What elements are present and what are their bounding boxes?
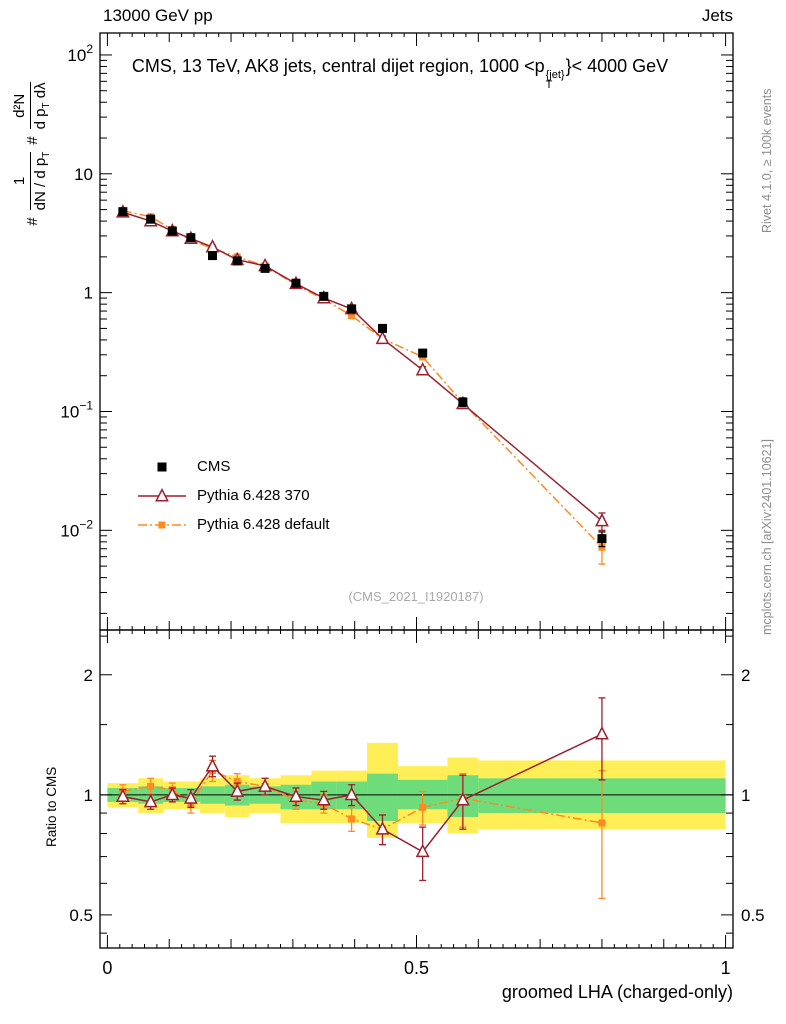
svg-text:1: 1: [741, 786, 750, 805]
pythia-370-marker-icon: [138, 487, 186, 501]
svg-text:2: 2: [741, 666, 750, 685]
rivet-version-label: Rivet 4.1.0, ≥ 100k events: [760, 88, 774, 233]
analysis-id-watermark: (CMS_2021_I1920187): [348, 589, 484, 604]
legend-label: Pythia 6.428 default: [197, 516, 330, 533]
svg-text:0.5: 0.5: [69, 906, 93, 925]
pythia-default-marker-icon: [138, 521, 186, 528]
legend-item-pythia-370: Pythia 6.428 370: [136, 481, 330, 510]
svg-text:1: 1: [721, 958, 731, 978]
x-axis-label: groomed LHA (charged-only): [501, 982, 733, 1002]
svg-text:10: 10: [74, 165, 93, 184]
svg-text:0: 0: [102, 958, 112, 978]
ylabel-fraction-2: d²N d pT dλ: [11, 82, 52, 130]
tick-labels: 102 10 1 10−1 10−2 2 2 1 1 0.5 0.5 0 0.5 1: [60, 42, 764, 978]
legend-label: Pythia 6.428 370: [197, 487, 310, 504]
ylabel-hash-2: #: [23, 136, 41, 145]
svg-text:1: 1: [84, 786, 93, 805]
cms-marker-icon: [157, 462, 167, 471]
title-prefix: CMS, 13 TeV, AK8 jets, central dijet reg…: [131, 56, 545, 76]
legend-item-cms: CMS: [136, 452, 330, 481]
ylabel-fraction-1: 1 dN / d pT: [11, 151, 52, 211]
svg-text:1: 1: [84, 284, 93, 303]
analysis-group-label: Jets: [701, 6, 733, 25]
plot-title: CMS, 13 TeV, AK8 jets, central dijet reg…: [30, 56, 770, 91]
svg-text:0.5: 0.5: [404, 958, 429, 978]
y-axis-label: # 1 dN / d pT # d²N d pT dλ: [10, 34, 54, 274]
legend-label: CMS: [197, 458, 231, 475]
svg-text:0.5: 0.5: [741, 906, 765, 925]
svg-text:2: 2: [84, 666, 93, 685]
svg-text:10−1: 10−1: [60, 398, 93, 421]
legend-item-pythia-default: Pythia 6.428 default: [136, 510, 330, 539]
ratio-axis-label: Ratio to CMS: [44, 766, 59, 847]
pt-sup: {jet}: [545, 69, 565, 81]
svg-text:102: 102: [67, 42, 93, 65]
legend: CMS Pythia 6.428 370 Pythia 6.428 defaul…: [136, 452, 330, 539]
ratio-panel-series: [115, 697, 609, 900]
main-panel-series: [115, 204, 609, 565]
beam-energy-label: 13000 GeV pp: [103, 6, 213, 25]
pt-superscript-stack: {jet} T: [545, 69, 565, 92]
ylabel-hash-1: #: [23, 217, 41, 226]
pt-sub: T: [545, 79, 553, 92]
axis-ticks: [100, 33, 733, 948]
title-suffix: }< 4000 GeV: [565, 56, 669, 76]
mcplots-credit-label: mcplots.cern.ch [arXiv:2401.10621]: [760, 439, 774, 635]
svg-text:10−2: 10−2: [60, 517, 93, 540]
